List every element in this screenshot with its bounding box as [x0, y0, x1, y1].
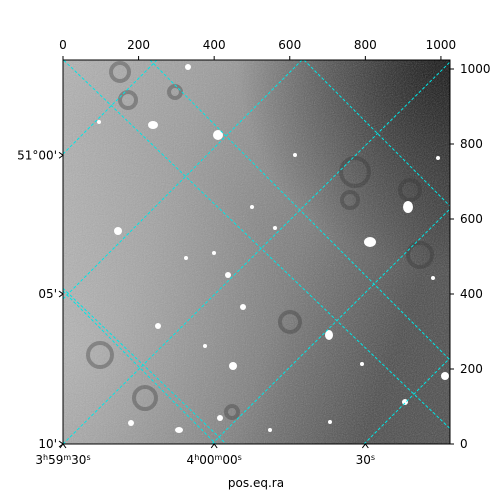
star [212, 251, 216, 255]
ra-tick-label: 3h59m30s [35, 453, 90, 468]
ra-tick-label: 4h00m00s [187, 453, 242, 468]
axes: 0 200 400 600 800 1000 0 200 400 600 800 1000 3h59m3… [17, 38, 490, 467]
star [240, 304, 246, 310]
star [364, 237, 376, 247]
ra-grid-line [444, 50, 500, 460]
dec-grid-line [211, 208, 450, 444]
dust-ring [339, 156, 371, 188]
star [229, 362, 237, 370]
right-tick-label: 800 [460, 137, 483, 151]
dust-ring [278, 310, 302, 334]
top-tick-label: 600 [278, 38, 301, 52]
ra-tick [361, 443, 369, 449]
right-tick-label: 1000 [460, 62, 491, 76]
star [293, 153, 297, 157]
ra-grid-line [63, 60, 450, 430]
star [217, 415, 223, 421]
dec-tick [58, 440, 64, 448]
dust-ring [109, 61, 131, 83]
right-tick-label: 200 [460, 362, 483, 376]
star [175, 427, 183, 433]
dec-grid-line [63, 61, 450, 444]
plot-frame [62, 59, 451, 445]
star [402, 399, 408, 405]
right-tick-label: 400 [460, 287, 483, 301]
star [128, 420, 134, 426]
star [268, 428, 272, 432]
ra-tick-label: 30s [356, 453, 375, 468]
top-tick-label: 800 [354, 38, 377, 52]
dec-tick [58, 290, 64, 298]
star [148, 121, 158, 129]
star [114, 227, 122, 235]
dec-tick-label: 10' [38, 437, 57, 451]
right-tick-label: 0 [460, 437, 468, 451]
star [436, 156, 440, 160]
ra-grid-line [63, 290, 217, 444]
star [250, 205, 254, 209]
coordinate-grid [63, 50, 500, 460]
star [225, 272, 231, 278]
top-tick-label: 200 [127, 38, 150, 52]
ra-tick [210, 443, 218, 449]
plot-area [62, 50, 500, 460]
dec-grid-line [63, 60, 303, 300]
dec-tick-label: 51°00' [17, 148, 57, 162]
star [213, 130, 223, 140]
right-tick-label: 600 [460, 212, 483, 226]
dust-ring [86, 341, 114, 369]
dust-ring [167, 84, 183, 100]
x-axis-label: pos.eq.ra [228, 476, 284, 490]
star [325, 330, 333, 340]
star [185, 64, 191, 70]
dec-grid-line [363, 357, 450, 444]
dust-ring [340, 190, 360, 210]
star [203, 344, 207, 348]
star [360, 362, 364, 366]
star [184, 256, 188, 260]
top-tick-label: 1000 [426, 38, 457, 52]
star [155, 323, 161, 329]
dec-grid-line [63, 60, 158, 155]
star [441, 372, 449, 380]
dec-tick-label: 05' [38, 287, 57, 301]
star [328, 420, 332, 424]
star [273, 226, 277, 230]
ra-grid-line [63, 287, 227, 444]
dust-ring [118, 90, 138, 110]
star [431, 276, 435, 280]
top-tick-label: 400 [203, 38, 226, 52]
ra-grid-line [149, 60, 450, 361]
image-features [86, 61, 449, 433]
star [403, 201, 413, 213]
dust-ring [398, 178, 422, 202]
dust-ring [132, 385, 158, 411]
star [97, 120, 101, 124]
top-tick-label: 0 [59, 38, 67, 52]
dust-ring [224, 404, 240, 420]
dec-tick [58, 151, 64, 159]
dust-ring [406, 241, 434, 269]
